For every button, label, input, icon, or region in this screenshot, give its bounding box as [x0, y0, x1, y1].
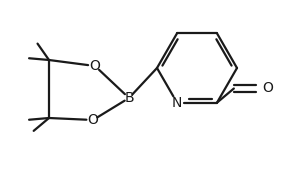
- Text: O: O: [262, 81, 273, 96]
- Text: O: O: [89, 59, 101, 73]
- Text: O: O: [87, 113, 99, 127]
- Text: N: N: [172, 96, 182, 110]
- Text: B: B: [124, 91, 134, 105]
